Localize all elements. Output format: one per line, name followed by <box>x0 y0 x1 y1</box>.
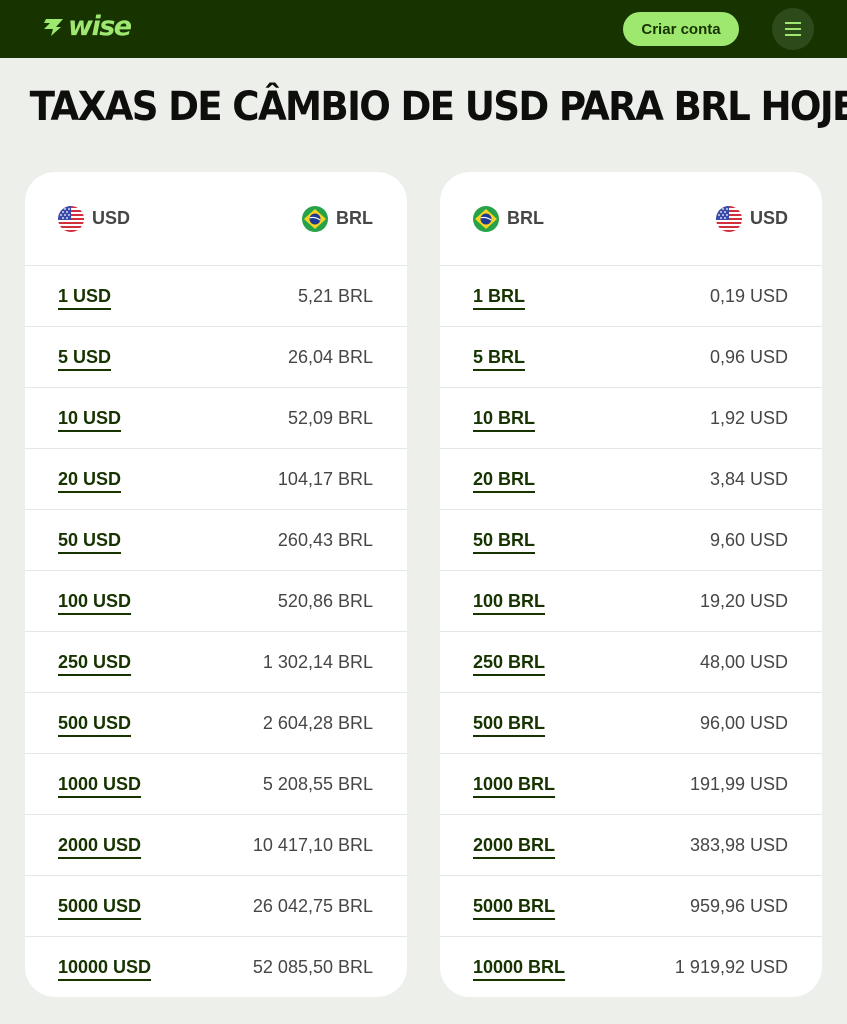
amount-link[interactable]: 2000 USD <box>58 834 142 855</box>
table-row: 2000 USD 10 417,10 BRL <box>25 815 407 876</box>
table-row: 5000 USD 26 042,75 BRL <box>25 876 407 937</box>
table-row: 1000 BRL 191,99 USD <box>440 754 822 815</box>
table-row: 10 BRL 1,92 USD <box>440 388 822 449</box>
converted-value: 26 042,75 BRL <box>252 895 373 916</box>
amount-link[interactable]: 10000 USD <box>58 957 152 977</box>
amount-link[interactable]: 2000 BRL <box>473 834 556 855</box>
from-currency: USD <box>58 205 131 232</box>
converted-value: 1,92 USD <box>709 407 788 428</box>
wise-flag-icon <box>44 19 63 36</box>
from-currency-code: USD <box>92 208 131 228</box>
table-row: 5000 BRL 959,96 USD <box>440 876 822 937</box>
table-row: 500 BRL 96,00 USD <box>440 693 822 754</box>
converted-value: 191,99 USD <box>689 773 788 794</box>
table-row: 5 USD 26,04 BRL <box>25 327 407 388</box>
amount-link[interactable]: 10 BRL <box>473 407 536 428</box>
converted-value: 959,96 USD <box>689 895 788 916</box>
table-row: 50 BRL 9,60 USD <box>440 510 822 571</box>
amount-link[interactable]: 100 BRL <box>473 590 546 611</box>
table-rows: 1 USD 5,21 BRL 5 USD 26,04 BRL 10 USD 52,09 B… <box>25 266 407 997</box>
hamburger-menu-button[interactable] <box>772 8 814 50</box>
table-row: 100 BRL 19,20 USD <box>440 571 822 632</box>
table-row: 10000 BRL 1 919,92 USD <box>440 937 822 997</box>
table-row: 1 USD 5,21 BRL <box>25 266 407 327</box>
converted-value: 1 919,92 USD <box>674 957 788 977</box>
table-rows: 1 BRL 0,19 USD 5 BRL 0,96 USD 10 BRL 1,92 USD… <box>440 266 822 997</box>
amount-link[interactable]: 10000 BRL <box>473 957 566 977</box>
table-row: 1000 USD 5 208,55 BRL <box>25 754 407 815</box>
amount-link[interactable]: 500 USD <box>58 712 132 733</box>
table-row: 20 USD 104,17 BRL <box>25 449 407 510</box>
hamburger-menu-icon <box>785 28 801 30</box>
converted-value: 2 604,28 BRL <box>262 712 373 733</box>
to-currency: USD <box>715 205 788 232</box>
converted-value: 52,09 BRL <box>287 407 373 428</box>
usd-to-brl-table: USD BRL 1 USD 5,21 BRL 5 USD 26,04 BRL 10 US… <box>25 172 407 997</box>
table-row: 2000 BRL 383,98 USD <box>440 815 822 876</box>
table-row: 1 BRL 0,19 USD <box>440 266 822 327</box>
to-currency-code: BRL <box>336 208 373 228</box>
table-row: 10 USD 52,09 BRL <box>25 388 407 449</box>
converted-value: 0,96 USD <box>709 346 788 367</box>
table-row: 100 USD 520,86 BRL <box>25 571 407 632</box>
amount-link[interactable]: 1 USD <box>58 285 112 306</box>
table-row: 5 BRL 0,96 USD <box>440 327 822 388</box>
amount-link[interactable]: 1000 USD <box>58 773 142 794</box>
amount-link[interactable]: 250 BRL <box>473 651 546 672</box>
table-header: USD BRL <box>25 172 407 266</box>
converted-value: 383,98 USD <box>689 834 788 855</box>
converted-value: 96,00 USD <box>699 712 788 733</box>
brazil-flag-icon <box>302 205 328 232</box>
amount-link[interactable]: 50 BRL <box>473 529 536 550</box>
from-currency-code: BRL <box>507 208 544 228</box>
converted-value: 5 208,55 BRL <box>262 773 373 794</box>
converted-value: 19,20 USD <box>699 590 788 611</box>
amount-link[interactable]: 5000 USD <box>58 895 142 916</box>
table-row: 250 USD 1 302,14 BRL <box>25 632 407 693</box>
page-title: TAXAS DE CÂMBIO DE USD PARA BRL HOJE <box>29 84 847 130</box>
table-row: 50 USD 260,43 BRL <box>25 510 407 571</box>
converted-value: 104,17 BRL <box>277 468 373 489</box>
to-currency: BRL <box>302 205 373 232</box>
converted-value: 0,19 USD <box>709 285 788 306</box>
amount-link[interactable]: 20 USD <box>58 468 122 489</box>
amount-link[interactable]: 500 BRL <box>473 712 546 733</box>
converted-value: 520,86 BRL <box>277 590 373 611</box>
converted-value: 1 302,14 BRL <box>262 651 373 672</box>
from-currency: BRL <box>473 205 544 232</box>
converted-value: 52 085,50 BRL <box>252 957 373 977</box>
brl-to-usd-table: BRL USD 1 BRL 0,19 USD 5 BRL 0,96 USD 10 BRL… <box>440 172 822 997</box>
table-header: BRL USD <box>440 172 822 266</box>
converted-value: 26,04 BRL <box>287 346 373 367</box>
converted-value: 260,43 BRL <box>277 529 373 550</box>
wise-logo[interactable]: wise <box>42 11 132 42</box>
amount-link[interactable]: 50 USD <box>58 529 122 550</box>
table-row: 10000 USD 52 085,50 BRL <box>25 937 407 997</box>
converted-value: 9,60 USD <box>709 529 788 550</box>
amount-link[interactable]: 20 BRL <box>473 468 536 489</box>
amount-link[interactable]: 250 USD <box>58 651 132 672</box>
table-row: 20 BRL 3,84 USD <box>440 449 822 510</box>
amount-link[interactable]: 100 USD <box>58 590 132 611</box>
us-flag-icon <box>58 205 84 232</box>
amount-link[interactable]: 10 USD <box>58 407 122 428</box>
logo-wordmark: wise <box>68 11 132 42</box>
amount-link[interactable]: 1 BRL <box>473 285 526 306</box>
amount-link[interactable]: 5000 BRL <box>473 895 556 916</box>
brazil-flag-icon <box>473 205 499 232</box>
create-account-button[interactable]: Criar conta <box>623 12 739 46</box>
table-row: 500 USD 2 604,28 BRL <box>25 693 407 754</box>
converted-value: 5,21 BRL <box>297 285 373 306</box>
us-flag-icon <box>715 205 742 232</box>
table-row: 250 BRL 48,00 USD <box>440 632 822 693</box>
top-navigation-bar: wise Criar conta <box>0 0 847 58</box>
amount-link[interactable]: 5 USD <box>58 346 112 367</box>
amount-link[interactable]: 1000 BRL <box>473 773 556 794</box>
amount-link[interactable]: 5 BRL <box>473 346 526 367</box>
converted-value: 10 417,10 BRL <box>252 834 373 855</box>
converted-value: 3,84 USD <box>709 468 788 489</box>
converted-value: 48,00 USD <box>699 651 788 672</box>
to-currency-code: USD <box>749 208 788 228</box>
